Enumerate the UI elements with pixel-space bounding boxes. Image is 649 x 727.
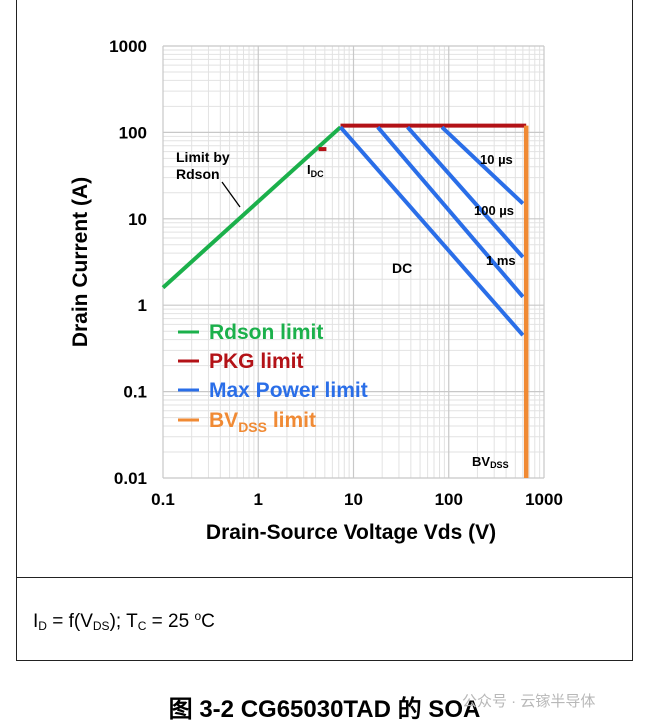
series-100-s xyxy=(406,125,525,259)
legend-entry-power: Max Power limit xyxy=(178,379,368,402)
y-tick-label: 100 xyxy=(119,123,147,142)
cond-id-sub: D xyxy=(38,619,47,633)
figure-frame xyxy=(16,0,633,578)
cond-sep: ); T xyxy=(109,611,138,632)
annotation-bvdss: BVDSS xyxy=(472,454,509,470)
cond-id: I xyxy=(33,611,39,632)
annotation-rdson-leader xyxy=(221,181,241,208)
series-1-ms xyxy=(376,125,525,299)
test-conditions: ID = f(VDS); TC = 25 oC xyxy=(33,609,215,633)
x-tick-labels: 0.1 1 10 100 1000 xyxy=(151,490,563,509)
y-axis-label: Drain Current (A) xyxy=(69,177,92,347)
series-dc xyxy=(338,125,525,337)
annotation-rdson-line1: Limit by xyxy=(176,149,230,165)
y-tick-label: 1 xyxy=(138,296,147,315)
y-tick-label: 0.1 xyxy=(123,383,147,402)
x-axis-label: Drain-Source Voltage Vds (V) xyxy=(206,521,496,544)
annotation-1ms: 1 ms xyxy=(486,253,516,268)
y-tick-label: 1000 xyxy=(109,37,147,56)
y-tick-labels: 0.01 0.1 1 10 100 1000 xyxy=(109,37,147,488)
cond-func: = f(V xyxy=(46,611,93,632)
cond-vds-sub: DS xyxy=(92,619,110,633)
annotation-100us: 100 µs xyxy=(474,203,514,218)
x-tick-label: 1000 xyxy=(525,490,563,509)
cond-unit: C xyxy=(201,611,215,632)
figure-caption: 图 3-2 CG65030TAD 的 SOA xyxy=(168,696,481,723)
conditions-box xyxy=(16,577,633,661)
annotation-idc: IDC xyxy=(307,162,324,179)
x-tick-label: 10 xyxy=(344,490,363,509)
annotation-rdson-line2: Rdson xyxy=(176,166,220,182)
legend-label-power: Max Power limit xyxy=(209,379,368,402)
legend-entry-pkg: PKG limit xyxy=(178,350,304,373)
x-tick-label: 1 xyxy=(254,490,263,509)
annotation-dc: DC xyxy=(392,260,412,276)
y-tick-label: 0.01 xyxy=(114,469,147,488)
annotation-10us: 10 µs xyxy=(480,152,513,167)
series-10-s xyxy=(440,125,525,206)
watermark: 公众号 · 云镓半导体 xyxy=(462,693,596,710)
series-layer xyxy=(161,123,529,478)
series-rdson-limit xyxy=(161,125,342,290)
cond-temp: = 25 xyxy=(146,611,195,632)
legend-entry-rdson: Rdson limit xyxy=(178,321,323,344)
y-tick-label: 10 xyxy=(128,210,147,229)
x-tick-label: 0.1 xyxy=(151,490,175,509)
grid-major xyxy=(162,45,545,479)
cond-deg: o xyxy=(194,609,202,623)
legend: Rdson limit PKG limit Max Power limit BV… xyxy=(178,321,368,435)
legend-label-pkg: PKG limit xyxy=(209,350,304,373)
annotation-rdson: Limit by Rdson xyxy=(176,149,241,208)
legend-label-rdson: Rdson limit xyxy=(209,321,323,344)
legend-label-bvdss: BVDSS limit xyxy=(209,409,316,435)
x-tick-label: 100 xyxy=(435,490,463,509)
legend-entry-bvdss: BVDSS limit xyxy=(178,409,316,435)
cond-tc-sub: C xyxy=(137,619,147,633)
